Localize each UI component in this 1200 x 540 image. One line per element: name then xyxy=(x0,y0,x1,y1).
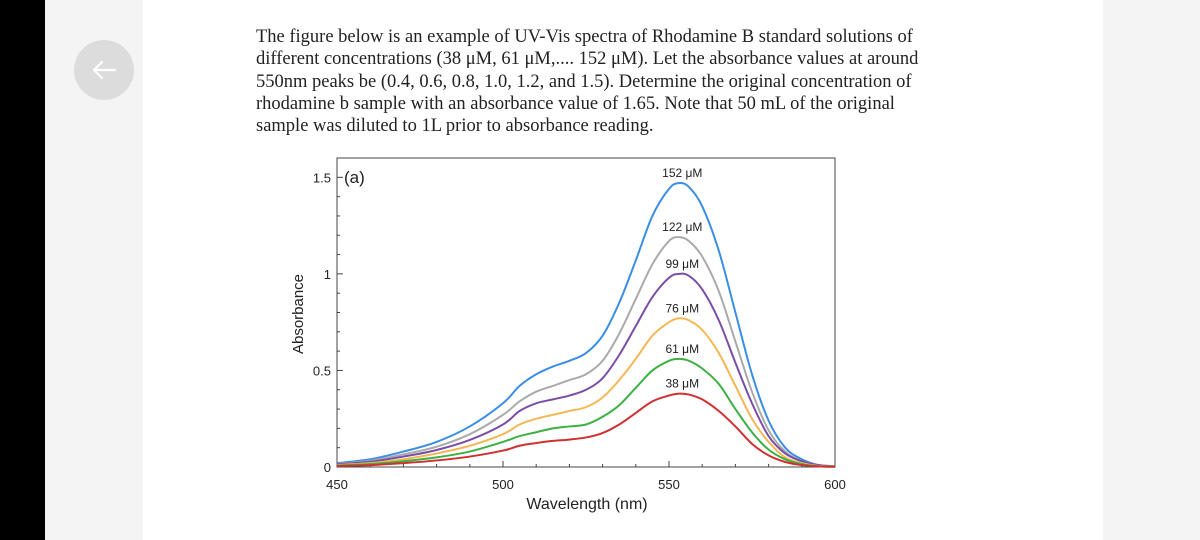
series-line xyxy=(336,392,836,468)
series-label: 122 μM xyxy=(662,220,702,234)
series-line xyxy=(336,182,836,468)
y-axis-label: Absorbance xyxy=(290,274,307,354)
x-tick-label: 550 xyxy=(658,477,680,492)
series-label: 99 μM xyxy=(665,257,699,271)
series-label: 61 μM xyxy=(665,342,699,356)
y-tick-label: 1 xyxy=(324,267,331,282)
x-tick-label: 450 xyxy=(326,477,348,492)
series-label: 152 μM xyxy=(662,166,702,180)
y-tick-label: 0 xyxy=(324,460,331,475)
series-line xyxy=(336,317,836,468)
series-label: 38 μM xyxy=(665,377,699,391)
series-line xyxy=(336,236,836,468)
y-tick-label: 0.5 xyxy=(313,363,331,378)
series-label: 76 μM xyxy=(665,301,699,315)
question-line: sample was diluted to 1L prior to absorb… xyxy=(256,116,654,137)
x-tick-label: 500 xyxy=(492,477,514,492)
question-line: 550nm peaks be (0.4, 0.6, 0.8, 1.0, 1.2,… xyxy=(256,71,912,92)
question-line: different concentrations (38 μM, 61 μM,.… xyxy=(256,49,919,70)
y-tick-label: 1.5 xyxy=(313,170,331,185)
question-line: The figure below is an example of UV-Vis… xyxy=(256,27,913,47)
question-text: The figure below is an example of UV-Vis… xyxy=(256,26,918,137)
x-tick-label: 600 xyxy=(824,477,846,492)
content-page xyxy=(143,0,1103,540)
back-button[interactable] xyxy=(74,40,134,100)
question-line: rhodamine b sample with an absorbance va… xyxy=(256,93,895,114)
left-black-bar xyxy=(0,0,45,540)
series-line xyxy=(336,272,836,468)
arrow-left-icon xyxy=(92,60,117,80)
panel-label: (a) xyxy=(344,168,365,187)
series-line xyxy=(336,357,836,468)
x-axis-label: Wavelength (nm) xyxy=(526,496,647,513)
